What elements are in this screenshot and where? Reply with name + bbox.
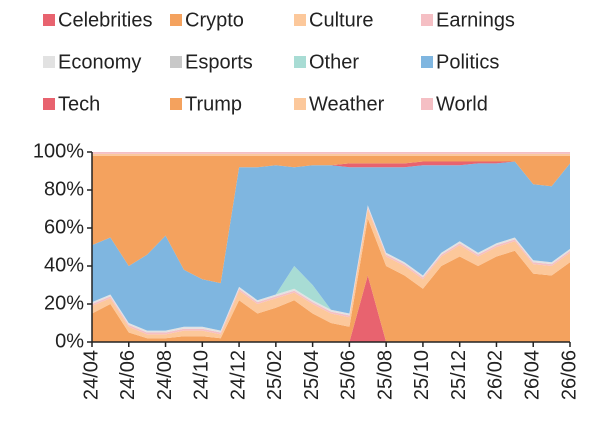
legend-swatch: [294, 56, 306, 68]
legend-swatch: [170, 56, 182, 68]
area: [92, 153, 570, 156]
x-tick-label: 25/12: [448, 350, 470, 400]
legend-label: Esports: [185, 51, 253, 73]
legend-swatch: [43, 14, 55, 26]
area: [92, 161, 570, 331]
legend-swatch: [294, 14, 306, 26]
legend-label: Celebrities: [58, 9, 152, 31]
legend-label: World: [436, 93, 488, 115]
legend-label: Other: [309, 51, 359, 73]
x-tick-label: 26/02: [485, 350, 507, 400]
legend-label: Politics: [436, 51, 499, 73]
legend-swatch: [294, 98, 306, 110]
legend-label: Culture: [309, 9, 373, 31]
legend-label: Crypto: [185, 9, 244, 31]
legend-swatch: [43, 56, 55, 68]
legend-label: Economy: [58, 51, 141, 73]
x-tick-label: 24/06: [117, 350, 139, 400]
x-tick-label: 24/10: [191, 350, 213, 400]
x-tick-label: 25/08: [374, 350, 396, 400]
x-tick-label: 25/04: [301, 350, 323, 400]
x-tick-label: 25/10: [411, 350, 433, 400]
area: [92, 155, 570, 284]
x-tick-label: 25/06: [338, 350, 360, 400]
y-tick-label: 60%: [44, 216, 84, 238]
area: [92, 218, 570, 342]
y-tick-label: 0%: [55, 330, 84, 352]
x-tick-label: 24/08: [154, 350, 176, 400]
area: [92, 152, 570, 154]
legend-swatch: [170, 98, 182, 110]
y-tick-label: 80%: [44, 178, 84, 200]
legend-label: Weather: [309, 93, 385, 115]
y-tick-label: 40%: [44, 254, 84, 276]
x-tick-label: 26/06: [558, 350, 580, 400]
x-tick-label: 26/04: [522, 350, 544, 400]
legend-swatch: [421, 14, 433, 26]
x-tick-label: 24/12: [227, 350, 249, 400]
legend-swatch: [170, 14, 182, 26]
legend-swatch: [43, 98, 55, 110]
legend-swatch: [421, 98, 433, 110]
y-tick-label: 100%: [33, 140, 84, 162]
x-tick-label: 24/04: [80, 350, 102, 400]
x-tick-label: 25/02: [264, 350, 286, 400]
legend-label: Tech: [58, 93, 100, 115]
y-tick-label: 20%: [44, 292, 84, 314]
legend-swatch: [421, 56, 433, 68]
legend-label: Trump: [185, 93, 242, 115]
legend-label: Earnings: [436, 9, 515, 31]
